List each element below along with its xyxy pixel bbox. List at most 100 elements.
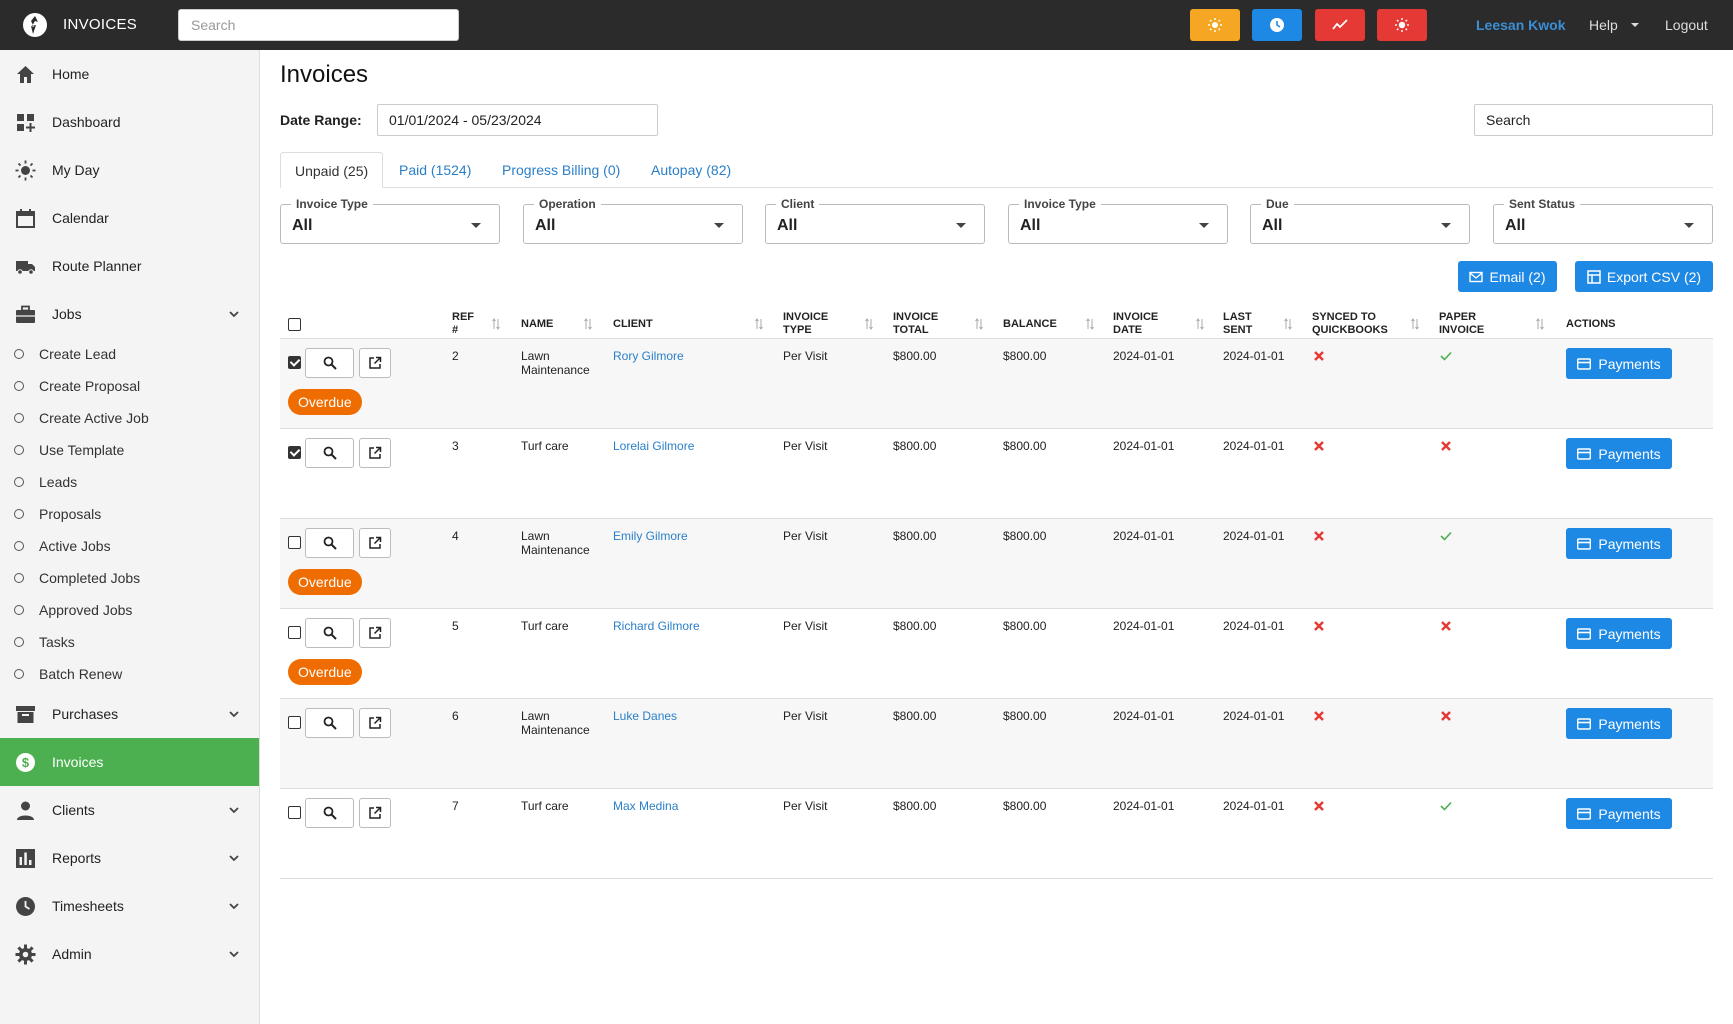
email-button[interactable]: Email (2) xyxy=(1458,261,1557,292)
payments-button[interactable]: Payments xyxy=(1566,708,1672,739)
date-range-input[interactable] xyxy=(377,104,658,136)
sidebar-item-calendar[interactable]: Calendar xyxy=(0,194,259,242)
row-checkbox[interactable] xyxy=(288,536,301,549)
view-invoice-button[interactable] xyxy=(305,708,354,738)
sidebar-item-invoices[interactable]: $ Invoices xyxy=(0,738,259,786)
subitem-label: Approved Jobs xyxy=(39,602,133,618)
sidebar-item-dashboard[interactable]: Dashboard xyxy=(0,98,259,146)
open-invoice-button[interactable] xyxy=(359,438,391,468)
global-search-input[interactable] xyxy=(178,9,459,41)
row-checkbox[interactable] xyxy=(288,806,301,819)
logout-link[interactable]: Logout xyxy=(1665,17,1708,33)
col-header-paper-invoice[interactable]: PAPER INVOICE xyxy=(1439,311,1485,336)
sidebar-subitem-create-active-job[interactable]: Create Active Job xyxy=(0,402,259,434)
select-all-checkbox[interactable] xyxy=(288,318,301,331)
col-header-synced[interactable]: SYNCED TO QUICKBOOKS xyxy=(1312,311,1388,336)
sidebar-item-timesheets[interactable]: Timesheets xyxy=(0,882,259,930)
cell-client-link[interactable]: Emily Gilmore xyxy=(613,529,688,543)
tab-paid[interactable]: Paid (1524) xyxy=(399,162,472,178)
row-checkbox[interactable] xyxy=(288,446,301,459)
filter-sent-status[interactable]: Sent Status All xyxy=(1493,197,1713,244)
sort-icon[interactable] xyxy=(755,318,763,330)
sort-icon[interactable] xyxy=(1196,318,1204,330)
payments-button[interactable]: Payments xyxy=(1566,438,1672,469)
filter-invoice-type[interactable]: Invoice Type All xyxy=(280,197,500,244)
col-header-balance[interactable]: BALANCE xyxy=(1003,318,1057,330)
open-invoice-button[interactable] xyxy=(359,708,391,738)
subitem-label: Use Template xyxy=(39,442,125,458)
cell-client-link[interactable]: Max Medina xyxy=(613,799,679,813)
view-invoice-button[interactable] xyxy=(305,348,354,378)
sort-icon[interactable] xyxy=(584,318,592,330)
sort-icon[interactable] xyxy=(865,318,873,330)
filter-client[interactable]: Client All xyxy=(765,197,985,244)
sidebar-subitem-tasks[interactable]: Tasks xyxy=(0,626,259,658)
user-menu[interactable]: Leesan Kwok xyxy=(1476,17,1566,33)
sidebar-subitem-create-lead[interactable]: Create Lead xyxy=(0,338,259,370)
payments-button[interactable]: Payments xyxy=(1566,348,1672,379)
export-csv-button[interactable]: Export CSV (2) xyxy=(1575,261,1713,292)
sidebar-subitem-active-jobs[interactable]: Active Jobs xyxy=(0,530,259,562)
sidebar-subitem-leads[interactable]: Leads xyxy=(0,466,259,498)
col-header-client[interactable]: CLIENT xyxy=(613,318,653,330)
sidebar-item-admin[interactable]: Admin xyxy=(0,930,259,978)
sidebar-item-jobs[interactable]: Jobs xyxy=(0,290,259,338)
sidebar-subitem-use-template[interactable]: Use Template xyxy=(0,434,259,466)
filter-invoice-type-2[interactable]: Invoice Type All xyxy=(1008,197,1228,244)
sort-icon[interactable] xyxy=(1536,318,1544,330)
row-checkbox[interactable] xyxy=(288,716,301,729)
view-invoice-button[interactable] xyxy=(305,528,354,558)
col-header-invoice-type[interactable]: INVOICE TYPE xyxy=(783,311,829,336)
filter-operation[interactable]: Operation All xyxy=(523,197,743,244)
col-header-ref[interactable]: REF # xyxy=(452,311,474,336)
open-invoice-button[interactable] xyxy=(359,618,391,648)
cell-client-link[interactable]: Lorelai Gilmore xyxy=(613,439,695,453)
invoice-search-input[interactable] xyxy=(1474,104,1713,136)
open-invoice-button[interactable] xyxy=(359,348,391,378)
sidebar-subitem-proposals[interactable]: Proposals xyxy=(0,498,259,530)
sidebar-item-clients[interactable]: Clients xyxy=(0,786,259,834)
cell-client-link[interactable]: Richard Gilmore xyxy=(613,619,700,633)
view-invoice-button[interactable] xyxy=(305,798,354,828)
sidebar-subitem-create-proposal[interactable]: Create Proposal xyxy=(0,370,259,402)
open-invoice-button[interactable] xyxy=(359,798,391,828)
view-invoice-button[interactable] xyxy=(305,438,354,468)
sort-icon[interactable] xyxy=(1284,318,1292,330)
sort-icon[interactable] xyxy=(492,318,500,330)
cell-client-link[interactable]: Luke Danes xyxy=(613,709,678,723)
sidebar-item-route-planner[interactable]: Route Planner xyxy=(0,242,259,290)
row-checkbox[interactable] xyxy=(288,356,301,369)
sort-icon[interactable] xyxy=(975,318,983,330)
sidebar-item-label: My Day xyxy=(52,162,100,178)
col-header-invoice-date[interactable]: INVOICE DATE xyxy=(1113,311,1159,336)
sort-icon[interactable] xyxy=(1411,318,1419,330)
tab-progress-billing[interactable]: Progress Billing (0) xyxy=(502,162,621,178)
payments-button[interactable]: Payments xyxy=(1566,618,1672,649)
sidebar-item-my-day[interactable]: My Day xyxy=(0,146,259,194)
open-invoice-button[interactable] xyxy=(359,528,391,558)
sidebar-item-reports[interactable]: Reports xyxy=(0,834,259,882)
view-invoice-button[interactable] xyxy=(305,618,354,648)
sidebar-subitem-batch-renew[interactable]: Batch Renew xyxy=(0,658,259,690)
alerts-quick-button[interactable] xyxy=(1377,9,1427,41)
col-header-name[interactable]: NAME xyxy=(521,318,554,330)
my-day-quick-button[interactable] xyxy=(1190,9,1240,41)
payments-button[interactable]: Payments xyxy=(1566,798,1672,829)
sidebar-subitem-approved-jobs[interactable]: Approved Jobs xyxy=(0,594,259,626)
sidebar-item-home[interactable]: Home xyxy=(0,50,259,98)
cell-client-link[interactable]: Rory Gilmore xyxy=(613,349,684,363)
tab-autopay[interactable]: Autopay (82) xyxy=(651,162,732,178)
sort-icon[interactable] xyxy=(1086,318,1094,330)
reports-quick-button[interactable] xyxy=(1315,9,1365,41)
sidebar-subitem-completed-jobs[interactable]: Completed Jobs xyxy=(0,562,259,594)
filter-due[interactable]: Due All xyxy=(1250,197,1470,244)
col-header-last-sent[interactable]: LAST SENT xyxy=(1223,311,1253,336)
tab-unpaid[interactable]: Unpaid (25) xyxy=(280,152,384,188)
help-menu[interactable]: Help xyxy=(1589,17,1618,33)
row-checkbox[interactable] xyxy=(288,626,301,639)
sidebar-item-purchases[interactable]: Purchases xyxy=(0,690,259,738)
timesheet-quick-button[interactable] xyxy=(1252,9,1302,41)
payments-button[interactable]: Payments xyxy=(1566,528,1672,559)
col-header-invoice-total[interactable]: INVOICE TOTAL xyxy=(893,311,939,336)
cell-invoice-type: Per Visit xyxy=(783,439,828,453)
